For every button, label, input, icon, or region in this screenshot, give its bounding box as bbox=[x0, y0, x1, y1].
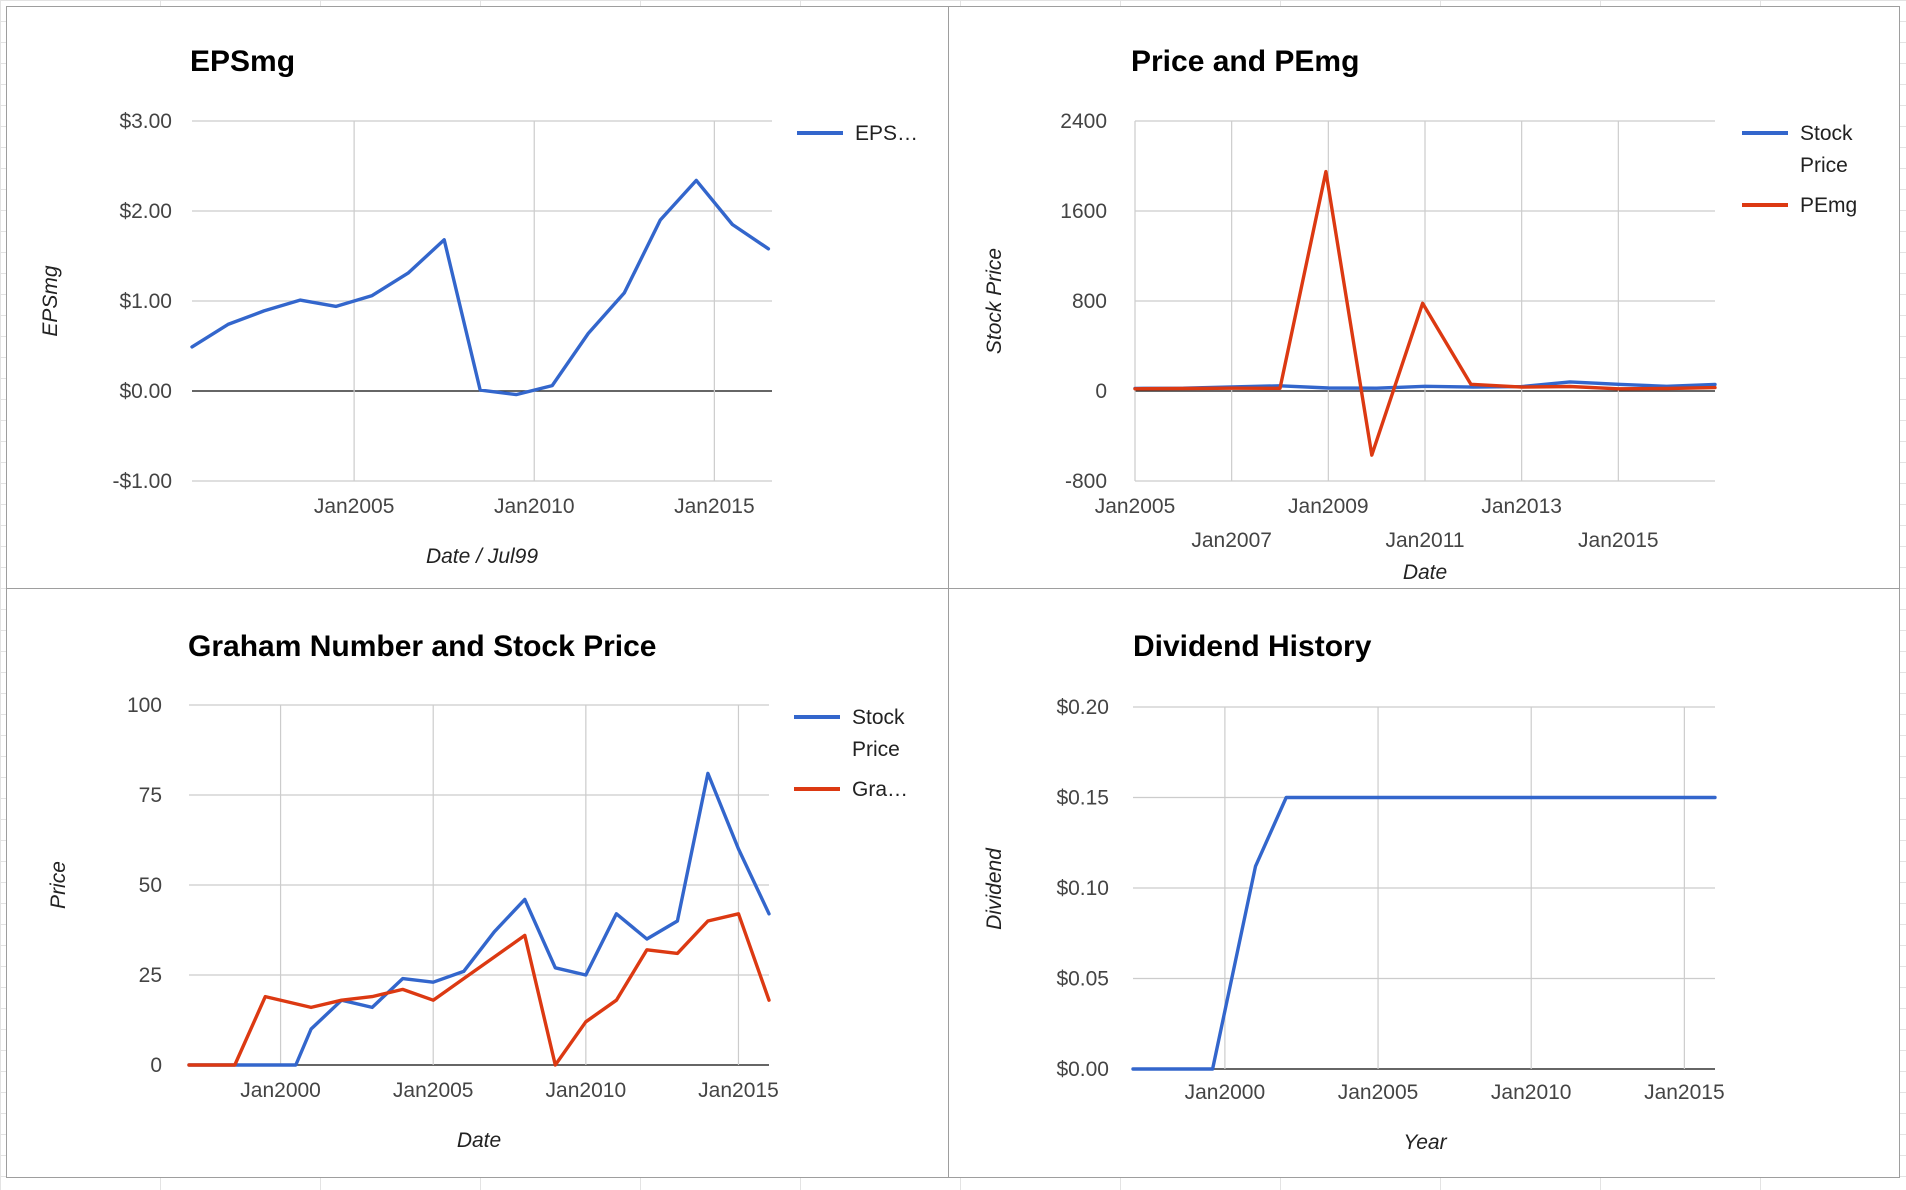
x-tick-label: Jan2005 bbox=[393, 1079, 474, 1102]
x-tick-label: Jan2010 bbox=[494, 495, 575, 518]
y-tick-label: $0.05 bbox=[1056, 968, 1109, 991]
y-axis-title: Dividend bbox=[983, 847, 1006, 930]
x-tick-label: Jan2015 bbox=[1644, 1081, 1725, 1104]
chart-svg-epsmg: EPSmg -$1.00 $0.00 $1.00 $2.00 $3.00 Jan2005 Ja… bbox=[39, 45, 918, 568]
x-tick-label: Jan2005 bbox=[1095, 495, 1176, 518]
chart-svg-graham-number-and-stock-price: Graham Number and Stock Price 0 25 50 75 100 J… bbox=[47, 630, 908, 1152]
y-tick-label: $0.00 bbox=[1056, 1058, 1109, 1081]
y-tick-label: 1600 bbox=[1060, 200, 1107, 223]
x-tick-label: Jan2010 bbox=[546, 1079, 627, 1102]
y-tick-label: $0.10 bbox=[1056, 877, 1109, 900]
y-tick-label: 0 bbox=[150, 1054, 162, 1077]
chart-title: Price and PEmg bbox=[1131, 45, 1359, 78]
series-line-pemg[interactable] bbox=[1133, 169, 1717, 457]
y-tick-label: -$1.00 bbox=[112, 470, 172, 493]
chart-svg-price-and-pemg: Price and PEmg -800 0 800 1600 2400 Jan2005 Jan… bbox=[983, 45, 1857, 584]
y-tick-label: 50 bbox=[139, 874, 162, 897]
y-tick-label: 100 bbox=[127, 694, 162, 717]
y-axis-title: Stock Price bbox=[983, 248, 1006, 354]
series-line-eps[interactable] bbox=[190, 178, 771, 397]
x-tick-label: Jan2013 bbox=[1481, 495, 1562, 518]
y-axis-title: Price bbox=[47, 861, 70, 909]
x-tick-label: Jan2009 bbox=[1288, 495, 1369, 518]
chart-title: Dividend History bbox=[1133, 630, 1372, 663]
chart-title: Graham Number and Stock Price bbox=[188, 630, 657, 663]
y-tick-label: 800 bbox=[1072, 290, 1107, 313]
y-tick-label: 75 bbox=[139, 784, 162, 807]
y-tick-label: $0.15 bbox=[1056, 787, 1109, 810]
x-tick-label: Jan2000 bbox=[240, 1079, 321, 1102]
x-tick-label: Jan2015 bbox=[698, 1079, 779, 1102]
y-tick-label: 25 bbox=[139, 964, 162, 987]
x-tick-label: Jan2011 bbox=[1385, 529, 1464, 552]
x-tick-label: Jan2015 bbox=[1578, 529, 1659, 552]
chart-panel-graham-number[interactable]: Graham Number and Stock Price 0 25 50 75 100 J… bbox=[6, 588, 950, 1178]
x-tick-label: Jan2010 bbox=[1491, 1081, 1572, 1104]
legend-label[interactable]: EPS… bbox=[855, 122, 918, 145]
x-tick-label: Jan2015 bbox=[674, 495, 755, 518]
x-axis-title: Date / Jul99 bbox=[426, 545, 538, 568]
legend-label[interactable]: Stock Price bbox=[852, 706, 905, 761]
x-tick-label: Jan2007 bbox=[1191, 529, 1272, 552]
chart-panel-price-pemg[interactable]: Price and PEmg -800 0 800 1600 2400 Jan2005 Jan… bbox=[948, 6, 1900, 590]
y-tick-label: $1.00 bbox=[119, 290, 172, 313]
x-tick-label: Jan2000 bbox=[1185, 1081, 1266, 1104]
chart-title: EPSmg bbox=[190, 45, 295, 78]
y-tick-label: $2.00 bbox=[119, 200, 172, 223]
legend-label[interactable]: Gra… bbox=[852, 778, 908, 801]
chart-svg-dividend-history: Dividend History $0.00 $0.05 $0.10 $0.15 $0.2… bbox=[983, 630, 1725, 1154]
y-axis-title: EPSmg bbox=[39, 265, 62, 337]
x-tick-label: Jan2005 bbox=[314, 495, 395, 518]
y-tick-label: -800 bbox=[1065, 470, 1107, 493]
x-axis-title: Date bbox=[457, 1129, 501, 1152]
legend-label[interactable]: Stock Price bbox=[1800, 122, 1853, 177]
x-tick-label: Jan2005 bbox=[1338, 1081, 1419, 1104]
x-axis-title: Date bbox=[1403, 561, 1447, 584]
y-tick-label: $3.00 bbox=[119, 110, 172, 133]
series-line-stock-price[interactable] bbox=[187, 771, 771, 1067]
chart-panel-dividend-history[interactable]: Dividend History $0.00 $0.05 $0.10 $0.15 $0.2… bbox=[948, 588, 1900, 1178]
y-tick-label: $0.20 bbox=[1056, 696, 1109, 719]
x-axis-title: Year bbox=[1403, 1131, 1447, 1154]
series-line-series-0[interactable] bbox=[1131, 795, 1717, 1071]
y-tick-label: 0 bbox=[1095, 380, 1107, 403]
chart-panel-epsmg[interactable]: EPSmg -$1.00 $0.00 $1.00 $2.00 $3.00 Jan2005 Ja… bbox=[6, 6, 950, 590]
series-line-gra[interactable] bbox=[187, 912, 771, 1067]
y-tick-label: 2400 bbox=[1060, 110, 1107, 133]
y-tick-label: $0.00 bbox=[119, 380, 172, 403]
legend-label[interactable]: PEmg bbox=[1800, 194, 1857, 217]
